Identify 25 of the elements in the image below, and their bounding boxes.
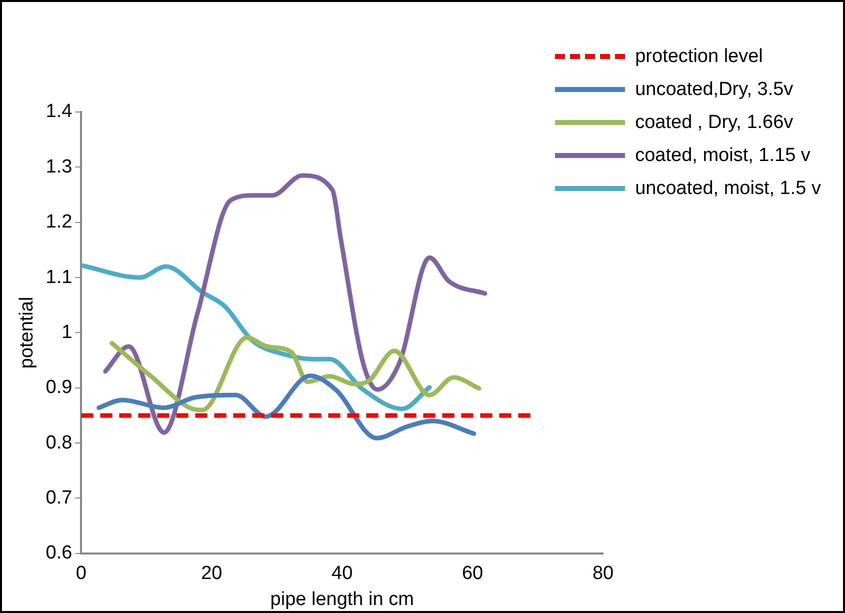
y-tick-label: 1.3	[46, 156, 72, 178]
legend-label: coated, moist, 1.15 v	[635, 144, 810, 166]
x-tick-label: 20	[201, 563, 222, 584]
x-tick-label: 0	[76, 563, 86, 584]
y-tick-label: 0.8	[46, 432, 72, 454]
y-tick-label: 0.9	[46, 377, 72, 398]
line-series	[81, 263, 432, 412]
y-tick-label: 0.6	[46, 542, 72, 564]
x-axis-title: pipe length in cm	[270, 588, 414, 610]
line-series	[110, 335, 482, 412]
y-tick-label: 0.7	[46, 487, 72, 508]
legend-label: coated , Dry, 1.66v	[635, 112, 794, 134]
x-tick-label: 80	[592, 563, 614, 584]
line-series	[103, 173, 488, 435]
x-tick-label: 40	[332, 563, 353, 584]
y-tick-label: 1.2	[46, 212, 72, 233]
legend-label: protection level	[635, 46, 763, 68]
y-tick-label: 1.1	[46, 266, 72, 288]
y-axis-title: potential	[16, 296, 38, 369]
x-tick-label: 60	[462, 563, 484, 584]
y-tick-label: 1.4	[46, 101, 73, 122]
legend-label: uncoated,Dry, 3.5v	[635, 78, 794, 100]
legend-label: uncoated, moist, 1.5 v	[635, 178, 821, 200]
y-tick-label: 1	[62, 322, 72, 343]
line-series	[96, 373, 476, 440]
